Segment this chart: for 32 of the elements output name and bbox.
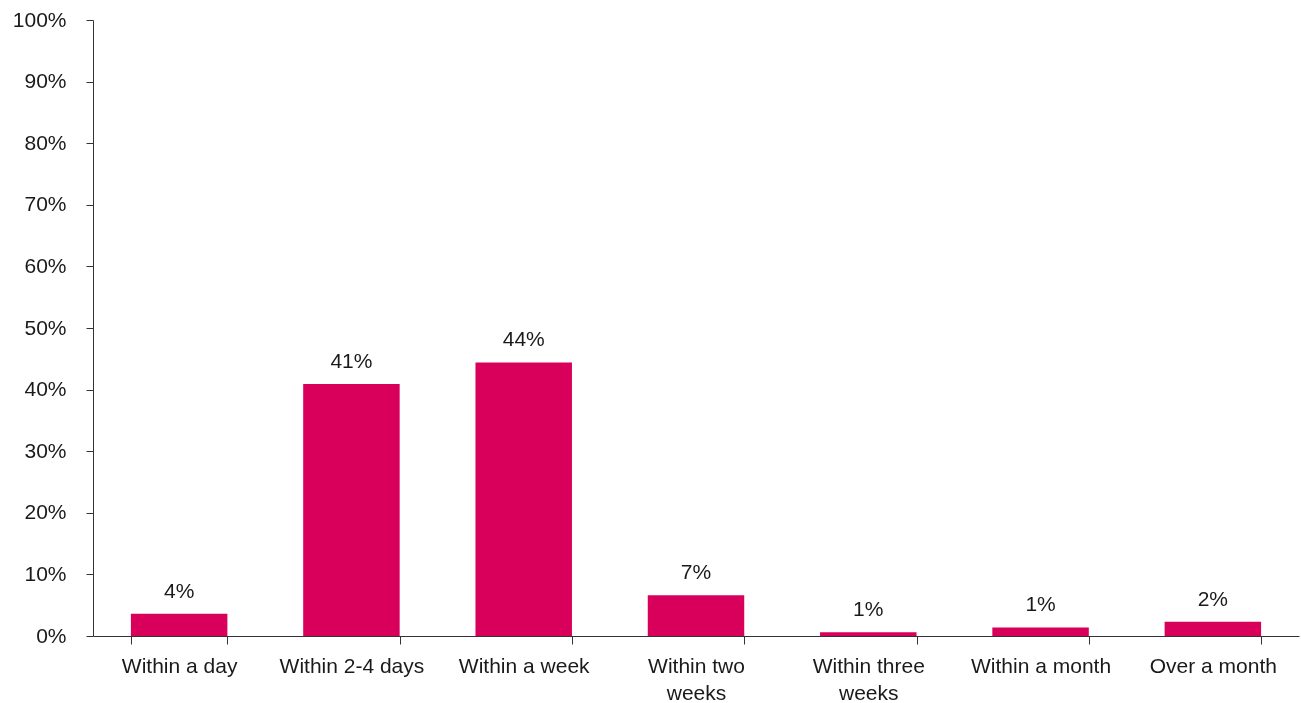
y-tick-label: 30% xyxy=(24,438,67,462)
bar xyxy=(303,384,400,636)
data-label: 44% xyxy=(502,327,545,351)
bar xyxy=(475,362,572,636)
y-tick-label: 100% xyxy=(12,7,67,31)
y-tick-label: 80% xyxy=(24,130,67,154)
y-tick-label: 90% xyxy=(24,69,67,93)
y-tick-label: 20% xyxy=(24,500,67,524)
y-tick-label: 70% xyxy=(24,192,67,216)
bar xyxy=(1164,621,1262,636)
y-tick-label: 60% xyxy=(24,253,67,277)
y-tick-label: 0% xyxy=(36,623,67,647)
x-tick-label: Within three weeks xyxy=(812,653,925,703)
x-tick-label: Within a week xyxy=(458,653,591,677)
bar xyxy=(992,627,1089,636)
bar xyxy=(130,613,228,636)
y-tick-label: 40% xyxy=(24,377,67,401)
data-label: 2% xyxy=(1197,586,1229,610)
bar xyxy=(647,595,745,636)
y-tick-label: 50% xyxy=(24,315,67,339)
data-label: 1% xyxy=(1025,592,1056,616)
x-tick-label: Within 2-4 days xyxy=(279,653,425,677)
x-tick-label: Within a day xyxy=(121,653,238,677)
data-label: 7% xyxy=(680,560,712,584)
data-label: 1% xyxy=(853,597,884,621)
bar xyxy=(820,632,917,636)
x-tick-label: Within two weeks xyxy=(648,653,745,703)
x-tick-label: Within a month xyxy=(971,653,1112,677)
y-tick-label: 10% xyxy=(24,561,67,585)
data-label: 4% xyxy=(163,578,195,602)
data-label: 41% xyxy=(330,349,373,373)
x-tick-label: Over a month xyxy=(1149,653,1277,677)
